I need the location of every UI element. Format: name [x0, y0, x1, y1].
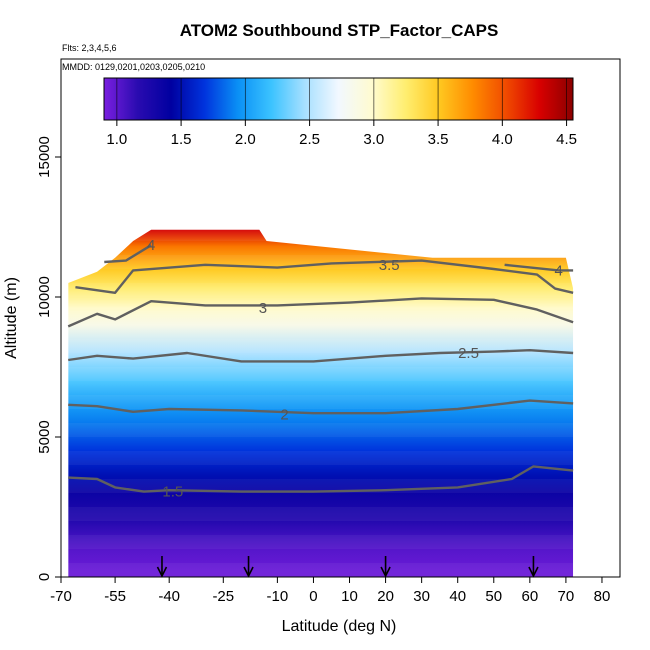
x-axis-label: Latitude (deg N)	[282, 618, 397, 635]
altitude-bin	[68, 367, 574, 381]
colorbar-tick-label: 3.0	[363, 131, 384, 148]
altitude-bin	[68, 283, 574, 297]
x-tick-label: 70	[558, 588, 575, 605]
flight-marker-arrow	[380, 566, 391, 578]
altitude-bin	[68, 451, 574, 465]
contour-line-4	[504, 263, 574, 272]
altitude-bin	[68, 339, 574, 353]
colorbar-tick-label: 2.5	[299, 131, 320, 148]
colorbar-border	[103, 77, 574, 121]
y-tick-label: 5000	[36, 420, 53, 453]
flight-marker-arrow	[243, 566, 254, 578]
y-tick-label: 10000	[36, 276, 53, 318]
x-tick-label: -25	[212, 588, 234, 605]
contour-line-4	[104, 244, 152, 264]
altitude-bin	[68, 311, 574, 325]
contour-line-3.5	[75, 259, 574, 294]
altitude-bin	[68, 255, 574, 269]
colorbar-tick-label: 3.5	[428, 131, 449, 148]
x-tick-label: 40	[449, 588, 466, 605]
contour-label-2: 2	[280, 407, 288, 424]
x-tick-label: -40	[158, 588, 180, 605]
altitude-bin	[68, 423, 574, 437]
contour-label-1.5: 1.5	[162, 484, 183, 501]
contour-label-2.5: 2.5	[458, 345, 479, 362]
chart-title: ATOM2 Southbound STP_Factor_CAPS	[180, 21, 499, 40]
x-tick-label: -10	[267, 588, 289, 605]
contour-label-3.5: 3.5	[379, 257, 400, 274]
y-axis-label: Altitude (m)	[3, 277, 20, 359]
altitude-bin	[68, 535, 574, 549]
heatmap-fill	[68, 229, 574, 577]
flight-marker-arrow	[156, 566, 168, 578]
colorbar: 1.0 1.5 2.0 2.5 3.0 3.5 4.0 4.5	[103, 77, 577, 148]
flights-note: Flts: 2,3,4,5,6	[62, 43, 117, 53]
data-field	[68, 229, 574, 577]
contour-line-2	[68, 399, 574, 415]
y-tick-label: 0	[36, 573, 53, 581]
x-tick-label: 80	[594, 588, 611, 605]
plot-frame	[60, 58, 621, 578]
colorbar-gradient	[104, 78, 573, 120]
x-tick-label: 30	[413, 588, 430, 605]
x-tick-label: -55	[104, 588, 126, 605]
contour-line-1.5	[68, 465, 574, 493]
x-tick-label: 60	[521, 588, 538, 605]
y-axis: 0 5000 10000 15000	[36, 136, 61, 581]
colorbar-tick-label: 1.0	[106, 131, 127, 148]
colorbar-tick-label: 1.5	[171, 131, 192, 148]
contour-label-4: 4	[147, 237, 155, 254]
contour-label-3: 3	[259, 300, 267, 317]
dates-note: MMDD: 0129,0201,0203,0205,0210	[62, 62, 205, 72]
x-tick-label: 0	[309, 588, 317, 605]
colorbar-tick-label: 2.0	[235, 131, 256, 148]
x-tick-label: 20	[377, 588, 394, 605]
colorbar-tick-label: 4.5	[556, 131, 577, 148]
x-tick-label: 10	[341, 588, 358, 605]
altitude-bin	[68, 229, 574, 241]
contour-line-2.5	[68, 349, 574, 363]
x-tick-label: 50	[485, 588, 502, 605]
flight-marker-arrow	[528, 566, 539, 578]
contour-label-4: 4	[555, 262, 563, 279]
x-axis: -70 -55 -40 -25 -10 0 10 20 30 40 50 60 70 80	[50, 577, 610, 605]
altitude-bin	[68, 395, 574, 409]
altitude-bin	[68, 507, 574, 521]
altitude-bin	[68, 563, 574, 577]
x-tick-label: -70	[50, 588, 72, 605]
contour-line-3	[67, 297, 574, 328]
y-tick-label: 15000	[36, 136, 53, 178]
colorbar-tick-label: 4.0	[492, 131, 513, 148]
